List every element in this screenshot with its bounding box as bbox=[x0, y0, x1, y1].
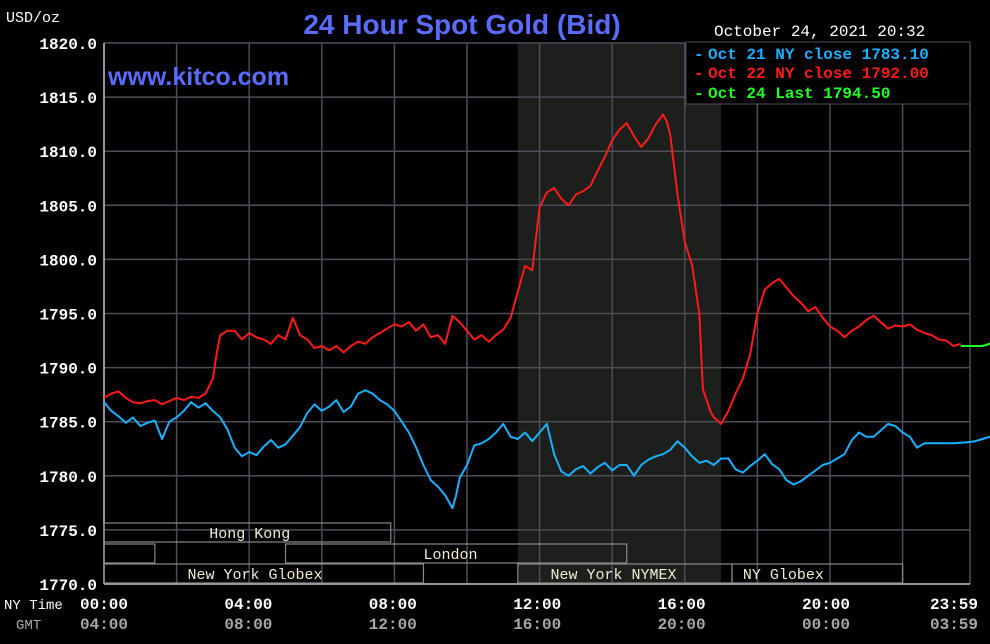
x-tick-label-gmt: 20:00 bbox=[658, 616, 706, 634]
legend-entry-oct21: - Oct 21 NY close 1783.10 bbox=[694, 46, 929, 64]
y-tick-label: 1810.0 bbox=[39, 144, 97, 162]
y-tick-label: 1785.0 bbox=[39, 415, 97, 433]
x-tick-label-ny: 16:00 bbox=[658, 596, 706, 614]
band-outline bbox=[284, 543, 628, 564]
band-label: NY Globex bbox=[743, 567, 824, 584]
svg-text:-: - bbox=[694, 46, 704, 64]
x-tick-label-gmt: 00:00 bbox=[802, 616, 850, 634]
y-tick-label: 1790.0 bbox=[39, 361, 97, 379]
band-outline bbox=[103, 522, 392, 543]
band-label: London bbox=[423, 547, 477, 564]
legend-entry-oct24: - Oct 24 Last 1794.50 bbox=[694, 85, 890, 103]
session-band: NY Globex bbox=[731, 563, 904, 584]
legend-label: Oct 21 NY close 1783.10 bbox=[708, 46, 929, 64]
x-tick-label-gmt: 04:00 bbox=[80, 616, 128, 634]
band-label: Hong Kong bbox=[209, 526, 290, 543]
x-tick-label-gmt: 16:00 bbox=[513, 616, 561, 634]
session-band bbox=[103, 543, 156, 564]
chart-grid bbox=[103, 42, 971, 585]
band-outline bbox=[731, 563, 904, 584]
x-axis-ticks: 00:00 04:00 04:00 08:00 08:00 12:00 12:00 16:00… bbox=[80, 596, 978, 634]
band-label: New York Globex bbox=[187, 567, 322, 584]
legend-entry-oct22: - Oct 22 NY close 1792.00 bbox=[694, 65, 929, 83]
y-tick-label: 1815.0 bbox=[39, 90, 97, 108]
band-label: New York NYMEX bbox=[550, 567, 676, 584]
session-band: New York Globex bbox=[103, 563, 425, 584]
y-tick-label: 1805.0 bbox=[39, 198, 97, 216]
y-tick-label: 1780.0 bbox=[39, 469, 97, 487]
x-axis-row-label-ny: NY Time bbox=[4, 598, 63, 614]
x-tick-label-gmt: 12:00 bbox=[369, 616, 417, 634]
band-outline bbox=[103, 563, 425, 584]
x-tick-label-gmt: 03:59 bbox=[930, 616, 978, 634]
legend-box bbox=[685, 41, 971, 105]
y-tick-label: 1820.0 bbox=[39, 36, 97, 54]
y-axis-unit: USD/oz bbox=[6, 10, 60, 27]
x-tick-label-ny: 00:00 bbox=[80, 596, 128, 614]
x-axis-row-label-gmt: GMT bbox=[16, 618, 41, 634]
x-tick-label-ny: 12:00 bbox=[513, 596, 561, 614]
y-tick-label: 1775.0 bbox=[39, 523, 97, 541]
legend-label: Oct 22 NY close 1792.00 bbox=[708, 65, 929, 83]
band-outline bbox=[103, 543, 156, 564]
series-line-oct21 bbox=[103, 389, 990, 510]
svg-text:-: - bbox=[694, 65, 704, 83]
x-tick-label-gmt: 08:00 bbox=[224, 616, 272, 634]
chart-timestamp: October 24, 2021 20:32 bbox=[714, 23, 925, 41]
chart-title: 24 Hour Spot Gold (Bid) bbox=[303, 9, 620, 40]
watermark-url: www.kitco.com bbox=[107, 63, 289, 91]
price-series bbox=[103, 113, 990, 510]
y-tick-label: 1770.0 bbox=[39, 577, 97, 595]
legend-label: Oct 24 Last 1794.50 bbox=[708, 85, 890, 103]
x-tick-label-ny: 04:00 bbox=[224, 596, 272, 614]
y-tick-label: 1795.0 bbox=[39, 307, 97, 325]
x-tick-label-ny: 20:00 bbox=[802, 596, 850, 614]
svg-text:-: - bbox=[694, 85, 704, 103]
x-tick-label-ny: 23:59 bbox=[930, 596, 978, 614]
series-line-oct22 bbox=[103, 113, 961, 425]
session-bands: Hong KongHong KongLondonSydneyNew York G… bbox=[103, 522, 904, 584]
y-tick-label: 1800.0 bbox=[39, 252, 97, 270]
series-line-oct24 bbox=[960, 342, 990, 347]
session-band: London bbox=[284, 543, 628, 564]
y-axis-ticks: 1820.0 1815.0 1810.0 1805.0 1800.0 1795.0 1790… bbox=[39, 36, 97, 595]
x-tick-label-ny: 08:00 bbox=[369, 596, 417, 614]
session-band: Hong Kong bbox=[103, 522, 392, 543]
